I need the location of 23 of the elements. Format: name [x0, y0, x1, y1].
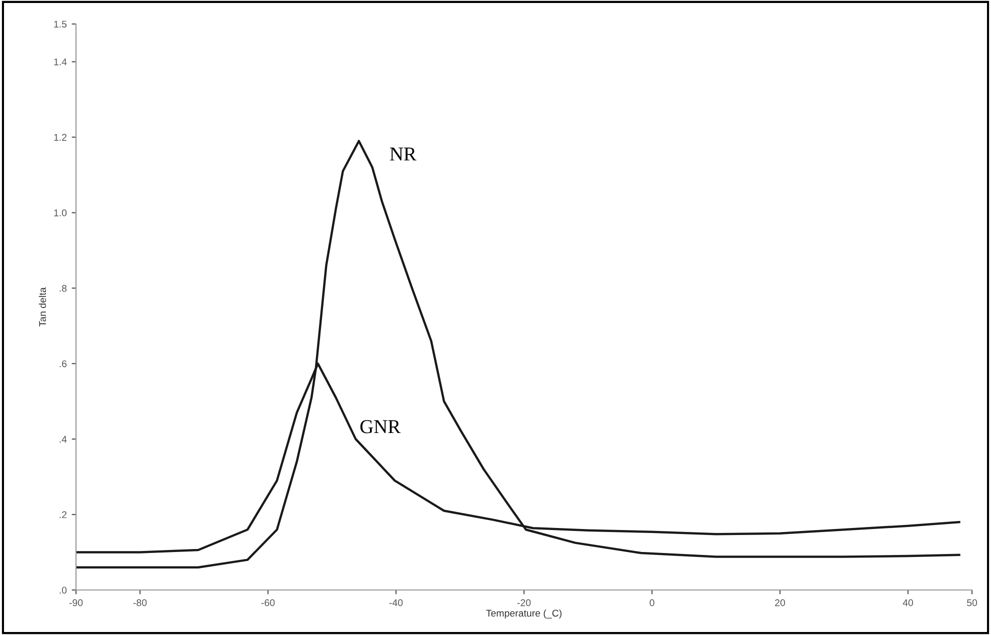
- x-tick-label: 0: [650, 599, 654, 606]
- y-tick-label: .2: [60, 511, 66, 518]
- x-tick-label: -90: [69, 599, 83, 606]
- line-series: [76, 140, 960, 568]
- y-tick-label: 1.2: [54, 134, 66, 141]
- series-label: NR: [390, 148, 416, 160]
- y-tick-label: 1.4: [54, 58, 67, 66]
- y-tick-label: .4: [60, 436, 67, 443]
- y-tick-label: 1.5: [54, 20, 67, 28]
- y-axis-title: Tan delta: [38, 287, 46, 327]
- y-tick-label: .0: [60, 586, 67, 594]
- x-tick-label: -40: [389, 599, 403, 606]
- y-tick-label: .8: [60, 284, 67, 292]
- x-tick-label: 20: [775, 599, 786, 606]
- x-tick-label: -60: [261, 599, 275, 606]
- series-label: GNR: [360, 420, 401, 434]
- x-tick-label: 40: [902, 599, 914, 606]
- y-tick-label: .6: [60, 360, 67, 368]
- x-tick-label: -20: [517, 599, 531, 606]
- x-axis-title: Temperature (_C): [486, 609, 562, 619]
- x-tick-label: -80: [133, 599, 147, 606]
- y-tick-label: 1.0: [54, 209, 67, 216]
- x-tick-label: 50: [966, 599, 978, 606]
